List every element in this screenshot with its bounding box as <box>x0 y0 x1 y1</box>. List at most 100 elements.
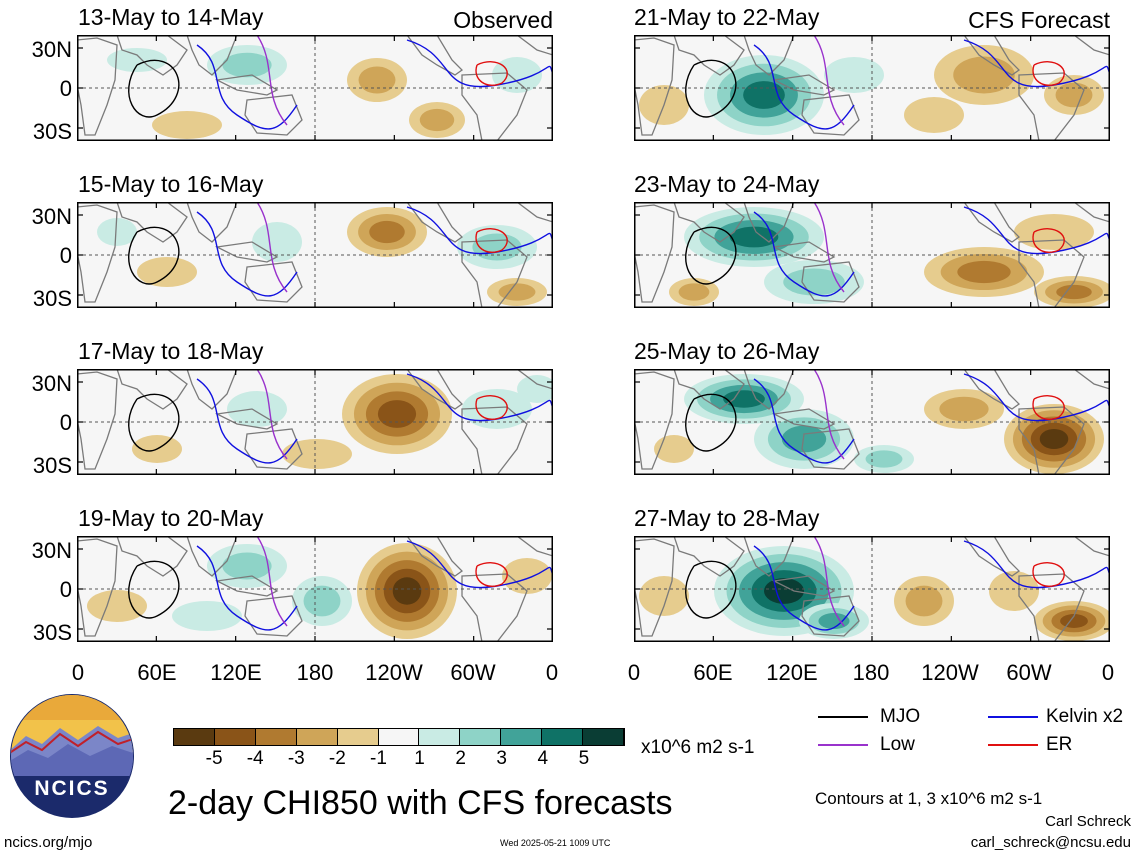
lat-label: 0 <box>59 410 72 435</box>
colorbar-swatch <box>378 729 420 745</box>
low-contour <box>813 202 845 293</box>
mjo-legend-label: MJO <box>880 706 921 727</box>
er-legend-line <box>988 744 1038 746</box>
lon-label: 0 <box>1101 660 1115 685</box>
anomaly-map-panel-1 <box>77 35 553 141</box>
lat-label: 0 <box>59 243 72 268</box>
coastline <box>634 204 675 303</box>
panel-frame <box>634 202 1110 308</box>
coastline <box>116 369 188 410</box>
colorbar-swatch <box>214 729 256 745</box>
anomaly-shading <box>723 390 765 408</box>
lat-label: 0 <box>59 76 72 101</box>
coastline <box>406 536 464 577</box>
anomaly-map-panel-8 <box>634 536 1110 642</box>
kelvin-contour <box>196 211 298 297</box>
anomaly-shading <box>989 571 1039 611</box>
anomaly-shading <box>953 56 1015 94</box>
anomaly-shading <box>1056 284 1092 300</box>
anomaly-shading <box>137 257 197 287</box>
coastline <box>244 94 303 136</box>
anomaly-map-panel-5 <box>634 35 1110 141</box>
anomaly-shading <box>904 97 964 133</box>
coastline <box>461 573 528 642</box>
lon-label: 120W <box>921 660 979 685</box>
coastline <box>634 538 675 637</box>
coastline <box>1018 72 1085 141</box>
lon-label: 120W <box>365 660 423 685</box>
coastline <box>801 261 860 303</box>
colorbar-swatch <box>174 729 215 745</box>
mjo-contour <box>685 560 737 619</box>
colorbar-tick-label: 2 <box>455 748 466 769</box>
lat-label: 30S <box>32 453 72 478</box>
mjo-contour <box>128 393 180 452</box>
low-contour <box>256 202 288 293</box>
anomaly-shading <box>654 435 694 463</box>
low-contour <box>813 35 845 126</box>
anomaly-shading <box>939 396 989 422</box>
coastline <box>1018 406 1085 475</box>
ncics-logo: NCICS <box>10 694 134 818</box>
er-contour <box>1032 61 1065 86</box>
lon-label: 0 <box>627 660 641 685</box>
anomaly-shading <box>783 268 845 296</box>
coastline <box>1018 573 1085 642</box>
colorbar-ticks: -5 -4 -3 -2 -1 1 2 3 4 5 <box>173 749 625 771</box>
anomaly-shading <box>498 283 536 301</box>
anomaly-shading <box>639 576 689 616</box>
colorbar-swatch <box>583 729 624 745</box>
site-link[interactable]: ncics.org/mjo <box>4 834 93 851</box>
email: carl_schreck@ncsu.edu <box>970 834 1131 851</box>
kelvin-legend-line <box>988 716 1038 718</box>
anomaly-shading <box>1055 82 1093 108</box>
anomaly-shading <box>303 585 341 617</box>
coastline <box>186 35 238 76</box>
coastline <box>963 369 1021 410</box>
lon-label: 180 <box>296 660 334 685</box>
anomaly-shading <box>517 375 553 403</box>
low-legend-line <box>818 744 868 746</box>
colorbar-tick-label: -3 <box>287 748 305 769</box>
lon-label: 180 <box>852 660 890 685</box>
coastline <box>406 35 464 76</box>
lat-label: 30N <box>31 538 72 563</box>
panel-label-forecast: CFS Forecast <box>968 7 1110 33</box>
coastline <box>634 37 675 136</box>
coastline <box>963 35 1021 76</box>
kelvin-contour <box>196 545 298 631</box>
coastline <box>515 35 553 56</box>
mjo-contour <box>128 560 180 619</box>
anomaly-shading <box>377 400 417 428</box>
colorbar-tick-label: -1 <box>370 748 387 769</box>
anomaly-shading <box>152 111 222 139</box>
coastline <box>743 35 795 76</box>
kelvin-contour <box>196 378 298 464</box>
kelvin-legend-label: Kelvin x2 <box>1046 706 1124 727</box>
er-contour <box>1032 228 1065 253</box>
er-contour <box>475 228 508 253</box>
anomaly-shading <box>107 48 167 72</box>
mjo-contour <box>685 393 737 452</box>
panel-title-2: 15-May to 16-May <box>78 171 264 197</box>
lon-label: 120E <box>210 660 262 685</box>
anomaly-shading <box>222 552 272 580</box>
anomaly-shading <box>905 585 943 617</box>
kelvin-contour <box>753 378 855 464</box>
er-contour <box>475 395 508 420</box>
main-title: 2-day CHI850 with CFS forecasts <box>168 784 673 822</box>
panel-title-6: 23-May to 24-May <box>634 171 820 197</box>
coastline <box>515 536 553 557</box>
coastline <box>1072 35 1110 56</box>
low-contour <box>813 369 845 460</box>
coastline <box>461 406 528 475</box>
panel-title-8: 27-May to 28-May <box>634 505 820 531</box>
anomaly-shading <box>502 558 552 594</box>
lon-label: 120E <box>766 660 818 685</box>
panel-title-7: 25-May to 26-May <box>634 338 820 364</box>
coastline <box>77 538 118 637</box>
contours-note: Contours at 1, 3 x10^6 m2 s-1 <box>815 789 1043 808</box>
lon-label: 60W <box>1006 660 1052 685</box>
colorbar-tick-label: -5 <box>205 748 223 769</box>
er-contour <box>1032 395 1065 420</box>
